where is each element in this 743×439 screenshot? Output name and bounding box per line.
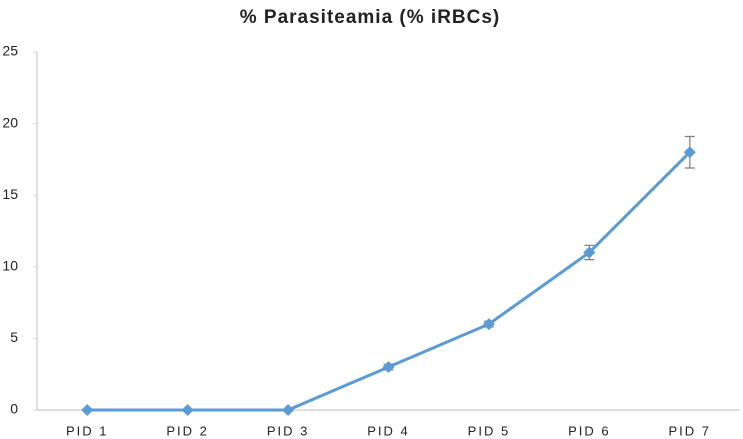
marker (683, 146, 696, 159)
y-tick-label: 15 (2, 186, 18, 202)
x-tick-label: PID 2 (166, 423, 209, 438)
x-tick-label: PID 5 (468, 423, 511, 438)
marker (583, 246, 596, 259)
marker (81, 404, 94, 416)
y-tick-label: 10 (2, 258, 18, 274)
y-tick-label: 5 (10, 329, 18, 345)
marker (181, 404, 194, 416)
x-tick-label: PID 1 (66, 423, 109, 438)
y-tick-label: 25 (2, 43, 18, 59)
y-tick-label: 0 (10, 401, 18, 417)
chart-title: % Parasiteamia (% iRBCs) (240, 7, 501, 28)
x-tick-label: PID 3 (267, 423, 310, 438)
x-tick-label: PID 7 (669, 423, 712, 438)
marker (482, 318, 495, 331)
marker (382, 361, 395, 374)
marker (282, 404, 295, 416)
x-tick-label: PID 4 (367, 423, 410, 438)
x-tick-label: PID 6 (568, 423, 611, 438)
y-tick-label: 20 (2, 114, 18, 130)
